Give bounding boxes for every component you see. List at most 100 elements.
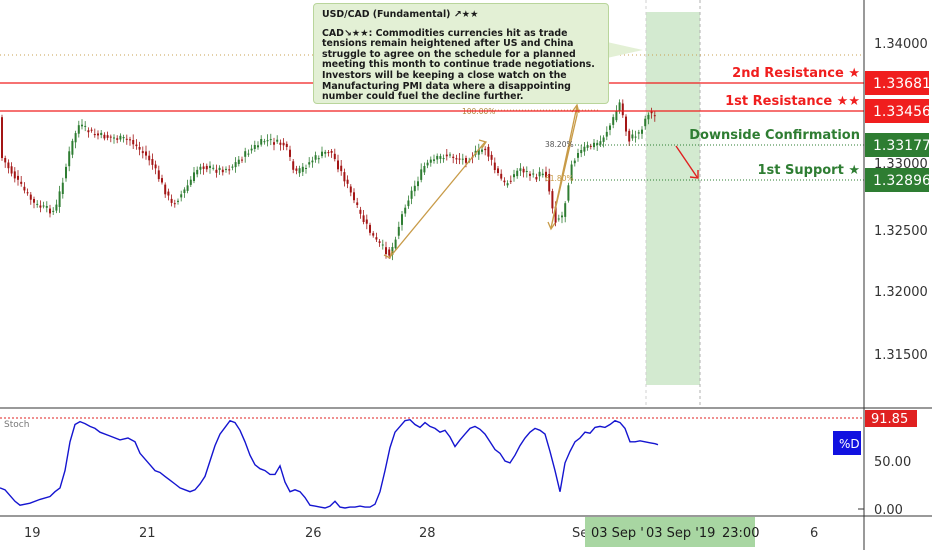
candle-body	[586, 145, 589, 148]
candle-body	[266, 140, 269, 142]
candle-body	[637, 132, 640, 134]
candle-body	[97, 133, 99, 136]
candle-body	[612, 117, 615, 125]
candle-body	[250, 148, 253, 151]
candle-body	[292, 161, 295, 170]
candle-body	[241, 159, 243, 161]
level-price-badge	[865, 168, 929, 192]
candle-body	[218, 167, 221, 170]
candle-body	[164, 184, 167, 195]
candle-body	[157, 170, 160, 180]
candle-body	[436, 155, 439, 160]
harmonic-arrowhead-3	[547, 221, 556, 231]
forecast-zone	[646, 12, 700, 385]
candle-body	[397, 226, 400, 236]
candle-body	[391, 247, 394, 255]
level-label: 1st Support ★	[758, 163, 861, 178]
candle-body	[401, 214, 403, 225]
candle-body	[653, 115, 656, 117]
candle-body	[525, 171, 528, 172]
candle-body	[186, 185, 189, 191]
candle-body	[541, 173, 544, 176]
candle-body	[225, 168, 227, 170]
percent-d-label: %D	[839, 437, 860, 451]
candle-body	[212, 167, 215, 169]
candle-body	[151, 159, 154, 165]
candle-body	[429, 159, 432, 163]
candle-body	[209, 165, 211, 168]
candle-body	[484, 148, 487, 151]
level-price-value: 1.33681	[873, 76, 931, 92]
candle-body	[199, 166, 202, 170]
downside-forecast-arrow	[675, 145, 698, 178]
candle-body	[314, 155, 317, 160]
candle-body	[509, 180, 512, 182]
candle-body	[39, 205, 42, 208]
candle-body	[324, 151, 327, 154]
fib-38-label: 38.20%	[545, 140, 574, 149]
candle-body	[609, 125, 611, 130]
candle-body	[583, 146, 586, 152]
candle-body	[522, 168, 525, 173]
candle-body	[650, 110, 653, 114]
candle-body	[461, 158, 464, 160]
price-tick-label: 1.32500	[874, 224, 928, 239]
candle-body	[621, 103, 624, 116]
downside-forecast-arrowhead	[689, 170, 699, 179]
price-axis: 1.34000 1.33000 1.32500 1.32000 1.31500	[863, 0, 928, 550]
candle-body	[442, 158, 445, 160]
candle-body	[445, 154, 448, 157]
candle-body	[29, 194, 32, 200]
candle-body	[589, 145, 592, 147]
candle-body	[305, 168, 307, 169]
candle-body	[1, 117, 3, 158]
candle-body	[253, 145, 256, 149]
candle-body	[231, 166, 234, 168]
harmonic-arrowhead-1	[478, 139, 488, 149]
candle-body	[596, 142, 599, 145]
candle-body	[45, 206, 48, 208]
candle-body	[628, 130, 631, 142]
candle-body	[551, 191, 554, 209]
candle-body	[93, 134, 96, 136]
candle-body	[417, 181, 419, 187]
annotation-pointer	[607, 42, 643, 58]
candle-body	[269, 139, 272, 141]
candle-body	[529, 173, 531, 176]
candle-body	[173, 203, 176, 205]
candle-body	[183, 189, 186, 193]
date-tick-label: 26	[305, 526, 322, 541]
candle-body	[577, 153, 579, 158]
date-tick-label: 19	[24, 526, 41, 541]
candle-body	[365, 219, 368, 224]
candle-body	[455, 158, 458, 160]
candle-body	[413, 185, 416, 192]
candle-body	[26, 192, 29, 194]
candle-body	[138, 147, 141, 150]
candle-body	[113, 137, 115, 139]
candle-body	[420, 169, 423, 180]
candle-body	[333, 153, 336, 160]
candle-body	[10, 166, 13, 174]
candle-body	[4, 158, 7, 163]
candle-body	[228, 169, 231, 171]
candle-body	[234, 162, 237, 168]
candle-body	[538, 171, 541, 177]
candle-body	[634, 136, 637, 138]
candle-body	[295, 168, 298, 171]
candle-body	[388, 249, 391, 256]
candle-body	[141, 151, 144, 154]
candle-body	[260, 139, 263, 145]
candle-body	[513, 174, 515, 178]
level-price-badge	[865, 99, 929, 123]
candle-body	[567, 185, 570, 201]
date-tick-label: Se	[572, 526, 588, 541]
candle-body	[237, 159, 240, 164]
stoch-tick-label: 0.00	[874, 503, 903, 518]
level-price-badge	[865, 133, 929, 157]
candle-body	[545, 171, 547, 178]
candle-body	[439, 156, 442, 159]
candle-body	[116, 138, 119, 140]
candle-body	[497, 168, 499, 173]
candle-body	[289, 149, 291, 157]
